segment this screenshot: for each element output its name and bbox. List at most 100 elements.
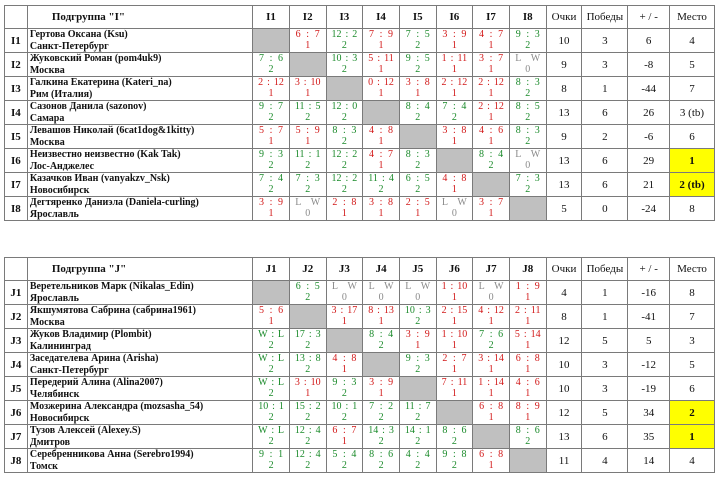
match-points: 1 [525,316,531,327]
score-opponent: 10 [457,281,468,292]
player-code: I6 [4,148,28,173]
match-result-cell: 12:4 2 [288,424,327,449]
wins-value: 6 [581,424,629,449]
score-separator: : [489,197,493,208]
match-points: 2 [268,412,274,423]
match-score: 9:7 [254,102,289,112]
player-city: Санкт-Петербург [29,40,109,52]
score-opponent: 12 [273,77,284,88]
score-separator: : [306,29,310,40]
match-score: 9:1 [254,450,289,460]
wins-value: 5 [581,400,629,425]
score-separator: : [526,425,530,436]
match-points: 2 [341,160,347,171]
score-opponent: 12 [493,305,504,316]
player-city: Томск [29,460,58,472]
player-info: Передерий Алина (Alina2007) Челябинск [26,376,254,401]
score-separator: : [343,449,346,460]
score-separator: : [524,305,527,316]
match-result-cell: 3:17 1 [325,304,364,329]
player-city: Новосибирск [29,412,90,424]
player-info: Казачков Иван (vanyakzv_Nsk) Новосибирск [26,172,254,197]
player-code: I1 [4,28,28,53]
match-points: 1 [378,40,384,51]
score-separator: : [489,449,493,460]
score-separator: : [523,329,527,340]
score-opponent: 12 [493,77,504,88]
score-separator: : [271,353,275,364]
player-info: Мозжерина Александра (mozsasha_54) Новоси… [26,400,254,425]
match-score: 6:5 [290,282,325,292]
diff-value: -16 [627,280,671,305]
score-separator: : [416,101,420,112]
player-code: I3 [4,76,28,101]
score-separator: : [379,449,383,460]
match-points: 1 [451,64,457,75]
match-points: 1 [378,64,384,75]
match-score: 1:10 [437,329,472,340]
score-separator: : [308,353,312,364]
player-info: Левашов Николай (6cat1dog&1kitty) Москва [26,124,254,149]
score-own: 11 [294,149,305,160]
match-points: 1 [488,388,494,399]
match-score: 0:12 [364,78,399,88]
score-own: 1 [441,329,447,340]
match-score: 3:8 [364,198,399,208]
score-separator: : [416,173,420,184]
points-value: 8 [545,304,583,329]
score-separator: : [489,401,493,412]
match-score: 8:3 [327,125,362,136]
wins-value: 3 [581,352,629,377]
score-opponent: 4 [351,449,357,460]
score-separator: : [381,173,385,184]
score-opponent: 4 [461,101,467,112]
score-own: 2 [442,353,448,364]
score-own: 3 [479,197,485,208]
match-result-cell: 17:3 2 [288,328,327,353]
match-score: 7:5 [400,29,435,40]
score-opponent: 12 [493,101,504,112]
match-score: 4:8 [437,174,472,184]
player-info: Серебренникова Анна (Serebro1994) Томск [26,448,254,473]
match-score: 5:14 [510,329,545,340]
score-own: 8 [405,101,411,112]
match-points: 1 [305,388,311,399]
match-points: 2 [268,340,274,351]
match-result-cell: 12:2 2 [325,148,364,173]
points-value: 10 [545,28,583,53]
match-score: 7:4 [254,174,289,184]
match-result-cell: 4:12 1 [472,304,510,329]
match-score: 8:4 [400,101,435,112]
diff-value: 6 [627,28,670,53]
match-result-cell: 0:12 1 [362,76,400,101]
player-code: J4 [4,352,28,377]
self-match-cell [435,148,474,173]
diff-value: 34 [627,400,671,425]
score-own: 7 [479,329,485,340]
match-score: 2:15 [437,305,472,316]
match-score: 3:8 [400,78,435,88]
score-separator: : [450,305,454,316]
table-row: I7 Казачков Иван (vanyakzv_Nsk) Новосибирс… [4,172,715,197]
match-score: 4:7 [364,150,399,160]
player-name: Серебренникова Анна (Serebro1994) [29,449,194,461]
score-opponent: 10 [310,377,321,388]
score-separator: : [377,53,381,64]
score-separator: : [342,125,346,136]
score-own: 7 [405,29,411,40]
score-separator: : [345,101,349,112]
score-own: 13 [294,353,305,364]
match-score: 5:9 [290,126,325,136]
